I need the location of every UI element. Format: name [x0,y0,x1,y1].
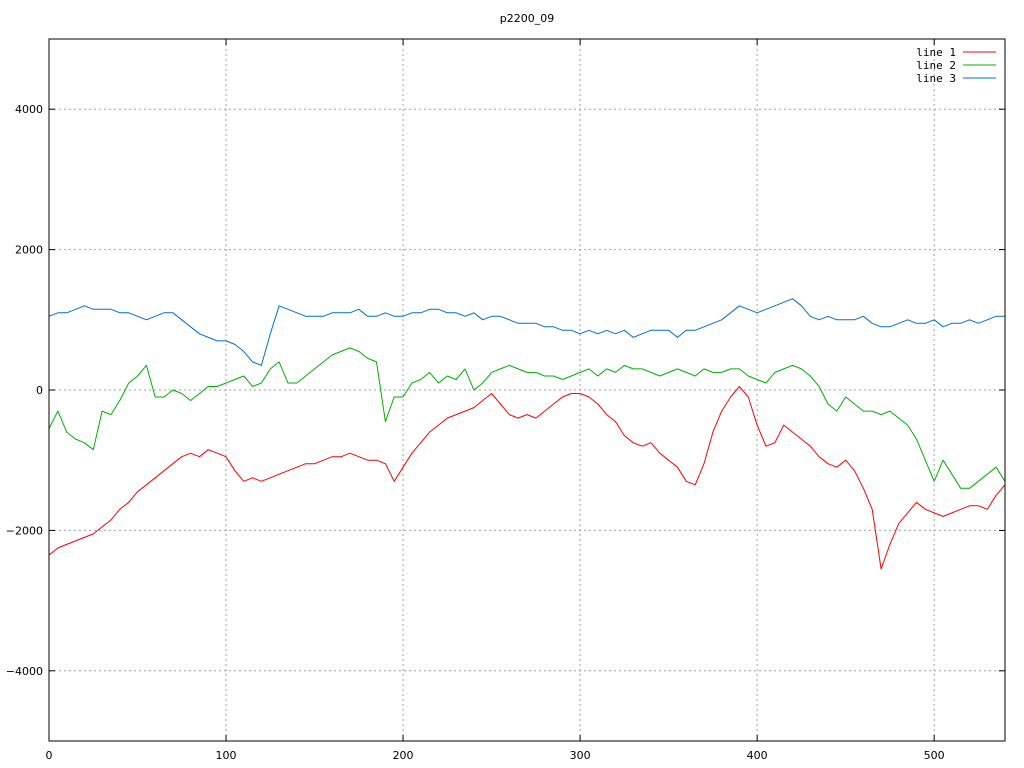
series-line-3 [48,298,1005,366]
axis-ticks: 0 100 200 300 400 500 −4000 −2000 0 2000 4000 [6,39,1005,762]
series-lines [48,298,1006,570]
x-tick-label: 100 [216,749,237,762]
legend-label: line 2 [916,59,956,72]
y-tick-label: 2000 [15,244,43,257]
x-tick-label: 0 [46,749,53,762]
y-tick-label: 4000 [15,103,43,116]
grid-lines [49,39,1005,741]
x-tick-label: 300 [570,749,591,762]
legend-label: line 3 [916,72,956,85]
series-line-1 [48,386,1006,570]
series-line-2 [48,347,1006,489]
x-tick-label: 400 [747,749,768,762]
y-tick-label: 0 [36,384,43,397]
legend-label: line 1 [916,46,956,59]
x-tick-label: 500 [924,749,945,762]
y-tick-label: −4000 [6,665,43,678]
x-tick-label: 200 [393,749,414,762]
y-tick-label: −2000 [6,524,43,537]
chart-title: p2200_09 [500,12,554,25]
